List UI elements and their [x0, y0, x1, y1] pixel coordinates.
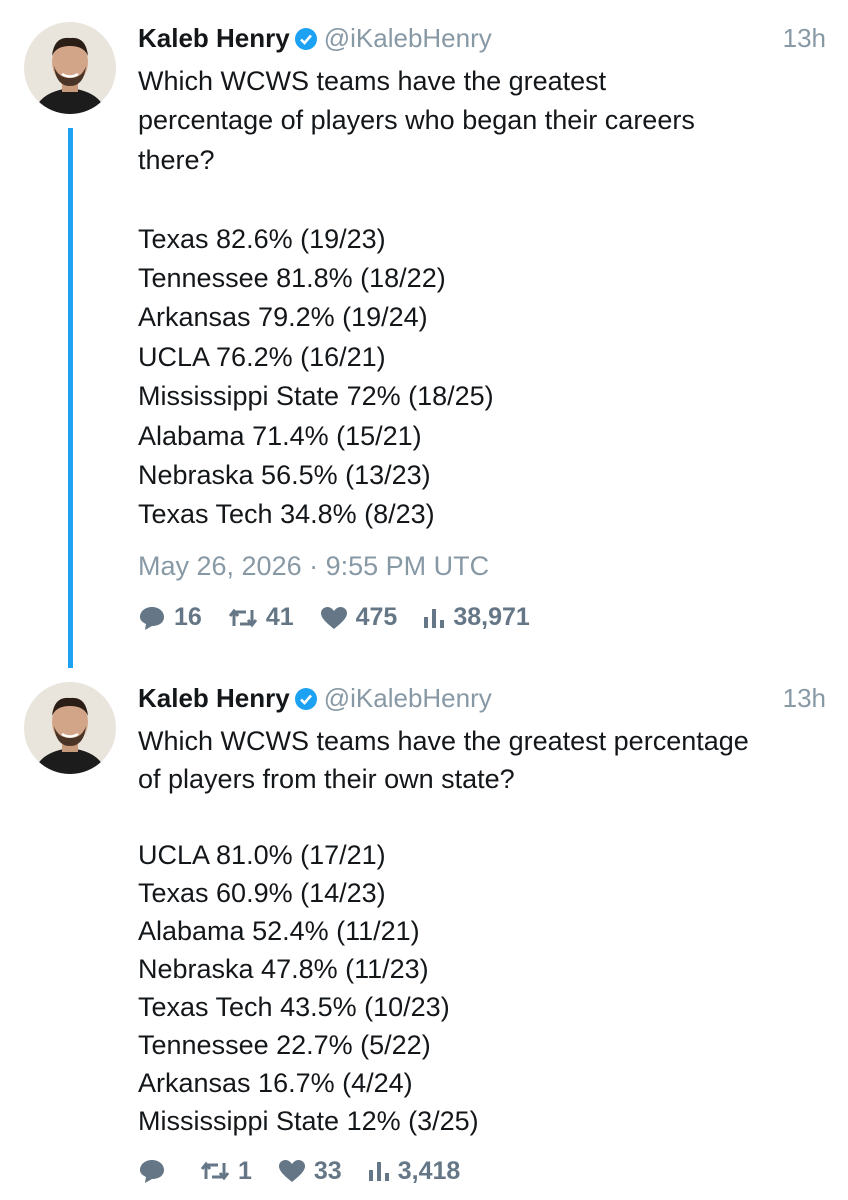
views-count: 38,971 — [453, 603, 530, 632]
retweets-count: 1 — [238, 1157, 252, 1185]
views-icon — [368, 1162, 389, 1181]
list-line: Texas Tech 43.5% (10/23) — [138, 992, 450, 1022]
list-line: Arkansas 16.7% (4/24) — [138, 1068, 413, 1098]
avatar-image — [24, 22, 116, 114]
verified-badge — [294, 24, 318, 60]
question-line: of players from their own state? — [138, 764, 515, 794]
avatar[interactable] — [24, 22, 116, 114]
list-line: Arkansas 79.2% (19/24) — [138, 302, 428, 333]
likes-count: 475 — [355, 603, 398, 632]
thread-line — [68, 128, 73, 668]
replies-icon — [140, 606, 164, 630]
question-line: Which WCWS teams have the greatest — [138, 66, 607, 96]
likes-count: 33 — [313, 1157, 342, 1185]
list-line: Tennessee 81.8% (18/22) — [138, 263, 446, 294]
question-line: there? — [138, 144, 215, 175]
views-icon — [424, 608, 445, 628]
retweets-button[interactable]: 1 — [200, 1152, 252, 1190]
retweets-icon — [200, 1161, 230, 1181]
question-line: percentage of players who began their ca… — [138, 105, 695, 136]
tweet-time: 13h — [782, 23, 826, 53]
replies-button[interactable] — [138, 1158, 174, 1184]
replies-button[interactable]: 16 — [138, 598, 202, 637]
list-line: Mississippi State 72% (18/25) — [138, 381, 494, 412]
author-name[interactable]: Kaleb Henry — [138, 23, 290, 53]
likes-icon — [320, 606, 347, 629]
replies-icon — [140, 1160, 164, 1183]
tweet-stats: 16 41 475 38,971 — [138, 598, 695, 637]
author-handle[interactable]: @iKalebHenry — [323, 23, 492, 53]
likes-icon — [278, 1160, 305, 1182]
list-line: Tennessee 22.7% (5/22) — [138, 1030, 431, 1060]
tweet-time: 13h — [782, 683, 826, 713]
retweets-button[interactable]: 41 — [228, 598, 294, 637]
list-line: Mississippi State 12% (3/25) — [138, 1106, 479, 1136]
views-count: 3,418 — [397, 1157, 461, 1185]
likes-button[interactable]: 33 — [278, 1152, 342, 1190]
avatar-image — [24, 682, 116, 774]
timestamp: May 26, 2026 · 9:55 PM UTC — [138, 550, 490, 581]
list-line: Nebraska 47.8% (11/23) — [138, 954, 429, 984]
avatar[interactable] — [24, 682, 116, 774]
list-line: UCLA 76.2% (16/21) — [138, 341, 386, 372]
tweet-header: Kaleb Henry @iKalebHenry 13h — [138, 20, 826, 56]
list-line: Alabama 52.4% (11/21) — [138, 916, 420, 946]
replies-count: 16 — [174, 603, 202, 632]
retweets-icon — [228, 608, 257, 628]
spacer — [138, 180, 695, 219]
list-line: Texas 82.6% (19/23) — [138, 223, 386, 254]
views-button[interactable]: 38,971 — [423, 598, 530, 637]
question-line: Which WCWS teams have the greatest perce… — [138, 726, 749, 756]
list-line: Alabama 71.4% (15/21) — [138, 420, 422, 451]
likes-button[interactable]: 475 — [320, 598, 398, 637]
author-handle[interactable]: @iKalebHenry — [323, 683, 492, 713]
tweet-stats: 1 33 3,418 — [138, 1152, 749, 1190]
tweet-header: Kaleb Henry @iKalebHenry 13h — [138, 680, 826, 716]
tweet-body: Which WCWS teams have the greatest percen… — [138, 62, 695, 638]
author-name[interactable]: Kaleb Henry — [138, 683, 290, 713]
tweet-body: Which WCWS teams have the greatest perce… — [138, 722, 749, 1190]
spacer — [138, 798, 749, 836]
verified-badge — [294, 684, 318, 720]
retweets-count: 41 — [265, 603, 294, 632]
list-line: Nebraska 56.5% (13/23) — [138, 460, 431, 491]
list-line: Texas 60.9% (14/23) — [138, 878, 386, 908]
list-line: Texas Tech 34.8% (8/23) — [138, 499, 435, 530]
list-line: UCLA 81.0% (17/21) — [138, 840, 386, 870]
views-button[interactable]: 3,418 — [368, 1152, 461, 1190]
